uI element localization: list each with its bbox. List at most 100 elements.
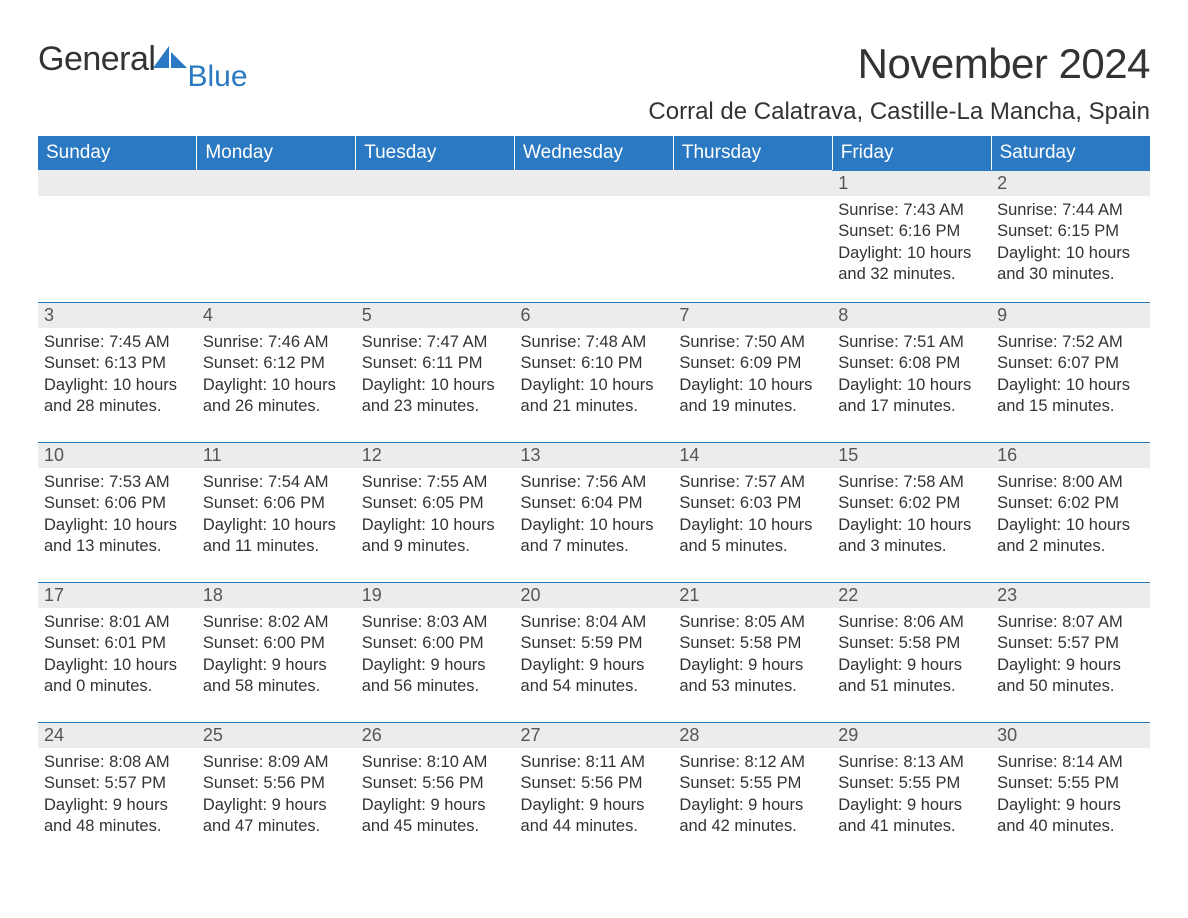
- calendar-table: SundayMondayTuesdayWednesdayThursdayFrid…: [38, 136, 1150, 862]
- sunrise-line: Sunrise: 7:44 AM: [997, 200, 1144, 221]
- daylight-line: Daylight: 9 hours: [521, 795, 668, 816]
- sunrise-line: Sunrise: 8:00 AM: [997, 472, 1144, 493]
- month-title: November 2024: [858, 40, 1150, 88]
- calendar-cell: 22Sunrise: 8:06 AMSunset: 5:58 PMDayligh…: [832, 582, 991, 722]
- day-number: 23: [991, 582, 1150, 608]
- calendar-cell: 16Sunrise: 8:00 AMSunset: 6:02 PMDayligh…: [991, 442, 1150, 582]
- daylight-line: Daylight: 9 hours: [362, 795, 509, 816]
- sunset-line: Sunset: 5:57 PM: [997, 633, 1144, 654]
- sunset-line: Sunset: 6:00 PM: [362, 633, 509, 654]
- daylight-line: Daylight: 9 hours: [997, 655, 1144, 676]
- daylight-line: Daylight: 10 hours: [838, 243, 985, 264]
- empty-day-bar: [38, 170, 197, 196]
- sunset-line: Sunset: 6:02 PM: [838, 493, 985, 514]
- daylight-line: and 58 minutes.: [203, 676, 350, 697]
- sunrise-line: Sunrise: 8:04 AM: [521, 612, 668, 633]
- sunset-line: Sunset: 6:09 PM: [679, 353, 826, 374]
- day-details: Sunrise: 8:01 AMSunset: 6:01 PMDaylight:…: [38, 608, 197, 698]
- daylight-line: and 15 minutes.: [997, 396, 1144, 417]
- day-number: 6: [515, 302, 674, 328]
- sunset-line: Sunset: 6:12 PM: [203, 353, 350, 374]
- daylight-line: and 40 minutes.: [997, 816, 1144, 837]
- day-number: 9: [991, 302, 1150, 328]
- daylight-line: Daylight: 10 hours: [838, 375, 985, 396]
- day-details: Sunrise: 8:00 AMSunset: 6:02 PMDaylight:…: [991, 468, 1150, 558]
- calendar-cell: 15Sunrise: 7:58 AMSunset: 6:02 PMDayligh…: [832, 442, 991, 582]
- daylight-line: and 23 minutes.: [362, 396, 509, 417]
- day-details: Sunrise: 8:12 AMSunset: 5:55 PMDaylight:…: [673, 748, 832, 838]
- sunset-line: Sunset: 5:55 PM: [679, 773, 826, 794]
- daylight-line: Daylight: 10 hours: [44, 655, 191, 676]
- day-number: 10: [38, 442, 197, 468]
- daylight-line: Daylight: 10 hours: [362, 375, 509, 396]
- calendar-cell: 23 Sunrise: 8:07 AMSunset: 5:57 PMDayligh…: [991, 582, 1150, 722]
- daylight-line: Daylight: 9 hours: [521, 655, 668, 676]
- day-number: 15: [832, 442, 991, 468]
- daylight-line: and 51 minutes.: [838, 676, 985, 697]
- calendar-cell: [197, 170, 356, 302]
- day-number: 19: [356, 582, 515, 608]
- day-details: Sunrise: 7:58 AMSunset: 6:02 PMDaylight:…: [832, 468, 991, 558]
- day-number: 7: [673, 302, 832, 328]
- calendar-cell: 1Sunrise: 7:43 AMSunset: 6:16 PMDaylight…: [832, 170, 991, 302]
- logo-sail-icon: [153, 44, 187, 75]
- sunset-line: Sunset: 6:06 PM: [44, 493, 191, 514]
- day-number: 1: [832, 170, 991, 196]
- sunrise-line: Sunrise: 7:54 AM: [203, 472, 350, 493]
- daylight-line: and 9 minutes.: [362, 536, 509, 557]
- daylight-line: and 2 minutes.: [997, 536, 1144, 557]
- sunset-line: Sunset: 6:00 PM: [203, 633, 350, 654]
- sunrise-line: Sunrise: 8:02 AM: [203, 612, 350, 633]
- daylight-line: and 13 minutes.: [44, 536, 191, 557]
- calendar-week: 24Sunrise: 8:08 AMSunset: 5:57 PMDayligh…: [38, 722, 1150, 862]
- day-number: 25: [197, 722, 356, 748]
- location-subtitle: Corral de Calatrava, Castille-La Mancha,…: [38, 98, 1150, 126]
- day-number: 11: [197, 442, 356, 468]
- calendar-cell: [673, 170, 832, 302]
- sunset-line: Sunset: 6:04 PM: [521, 493, 668, 514]
- daylight-line: Daylight: 10 hours: [521, 375, 668, 396]
- sunset-line: Sunset: 5:58 PM: [838, 633, 985, 654]
- weekday-header: Sunday: [38, 136, 197, 170]
- sunset-line: Sunset: 6:11 PM: [362, 353, 509, 374]
- daylight-line: and 32 minutes.: [838, 264, 985, 285]
- day-details: Sunrise: 8:08 AMSunset: 5:57 PMDaylight:…: [38, 748, 197, 838]
- weekday-header: Tuesday: [356, 136, 515, 170]
- sunrise-line: Sunrise: 8:07 AM: [997, 612, 1144, 633]
- sunrise-line: Sunrise: 7:45 AM: [44, 332, 191, 353]
- calendar-cell: 13Sunrise: 7:56 AMSunset: 6:04 PMDayligh…: [515, 442, 674, 582]
- day-details: Sunrise: 8:10 AMSunset: 5:56 PMDaylight:…: [356, 748, 515, 838]
- calendar-cell: [38, 170, 197, 302]
- calendar-cell: 9Sunrise: 7:52 AMSunset: 6:07 PMDaylight…: [991, 302, 1150, 442]
- daylight-line: and 41 minutes.: [838, 816, 985, 837]
- calendar-cell: 21Sunrise: 8:05 AMSunset: 5:58 PMDayligh…: [673, 582, 832, 722]
- weekday-header: Friday: [832, 136, 991, 170]
- calendar-cell: 8Sunrise: 7:51 AMSunset: 6:08 PMDaylight…: [832, 302, 991, 442]
- day-details: Sunrise: 7:50 AMSunset: 6:09 PMDaylight:…: [673, 328, 832, 418]
- sunrise-line: Sunrise: 8:09 AM: [203, 752, 350, 773]
- calendar-cell: 26Sunrise: 8:10 AMSunset: 5:56 PMDayligh…: [356, 722, 515, 862]
- daylight-line: and 42 minutes.: [679, 816, 826, 837]
- daylight-line: and 21 minutes.: [521, 396, 668, 417]
- sunset-line: Sunset: 6:16 PM: [838, 221, 985, 242]
- sunset-line: Sunset: 5:55 PM: [838, 773, 985, 794]
- calendar-cell: [515, 170, 674, 302]
- calendar-cell: 19Sunrise: 8:03 AMSunset: 6:00 PMDayligh…: [356, 582, 515, 722]
- sunrise-line: Sunrise: 8:13 AM: [838, 752, 985, 773]
- sunrise-line: Sunrise: 8:10 AM: [362, 752, 509, 773]
- sunrise-line: Sunrise: 7:50 AM: [679, 332, 826, 353]
- daylight-line: Daylight: 9 hours: [997, 795, 1144, 816]
- sunrise-line: Sunrise: 7:57 AM: [679, 472, 826, 493]
- daylight-line: and 19 minutes.: [679, 396, 826, 417]
- day-details: Sunrise: 8:04 AMSunset: 5:59 PMDaylight:…: [515, 608, 674, 698]
- daylight-line: Daylight: 10 hours: [838, 515, 985, 536]
- sunset-line: Sunset: 6:06 PM: [203, 493, 350, 514]
- sunrise-line: Sunrise: 7:51 AM: [838, 332, 985, 353]
- weekday-header: Saturday: [991, 136, 1150, 170]
- calendar-cell: 4Sunrise: 7:46 AMSunset: 6:12 PMDaylight…: [197, 302, 356, 442]
- calendar-cell: 2Sunrise: 7:44 AMSunset: 6:15 PMDaylight…: [991, 170, 1150, 302]
- sunrise-line: Sunrise: 7:53 AM: [44, 472, 191, 493]
- daylight-line: and 30 minutes.: [997, 264, 1144, 285]
- day-number: 14: [673, 442, 832, 468]
- daylight-line: Daylight: 9 hours: [44, 795, 191, 816]
